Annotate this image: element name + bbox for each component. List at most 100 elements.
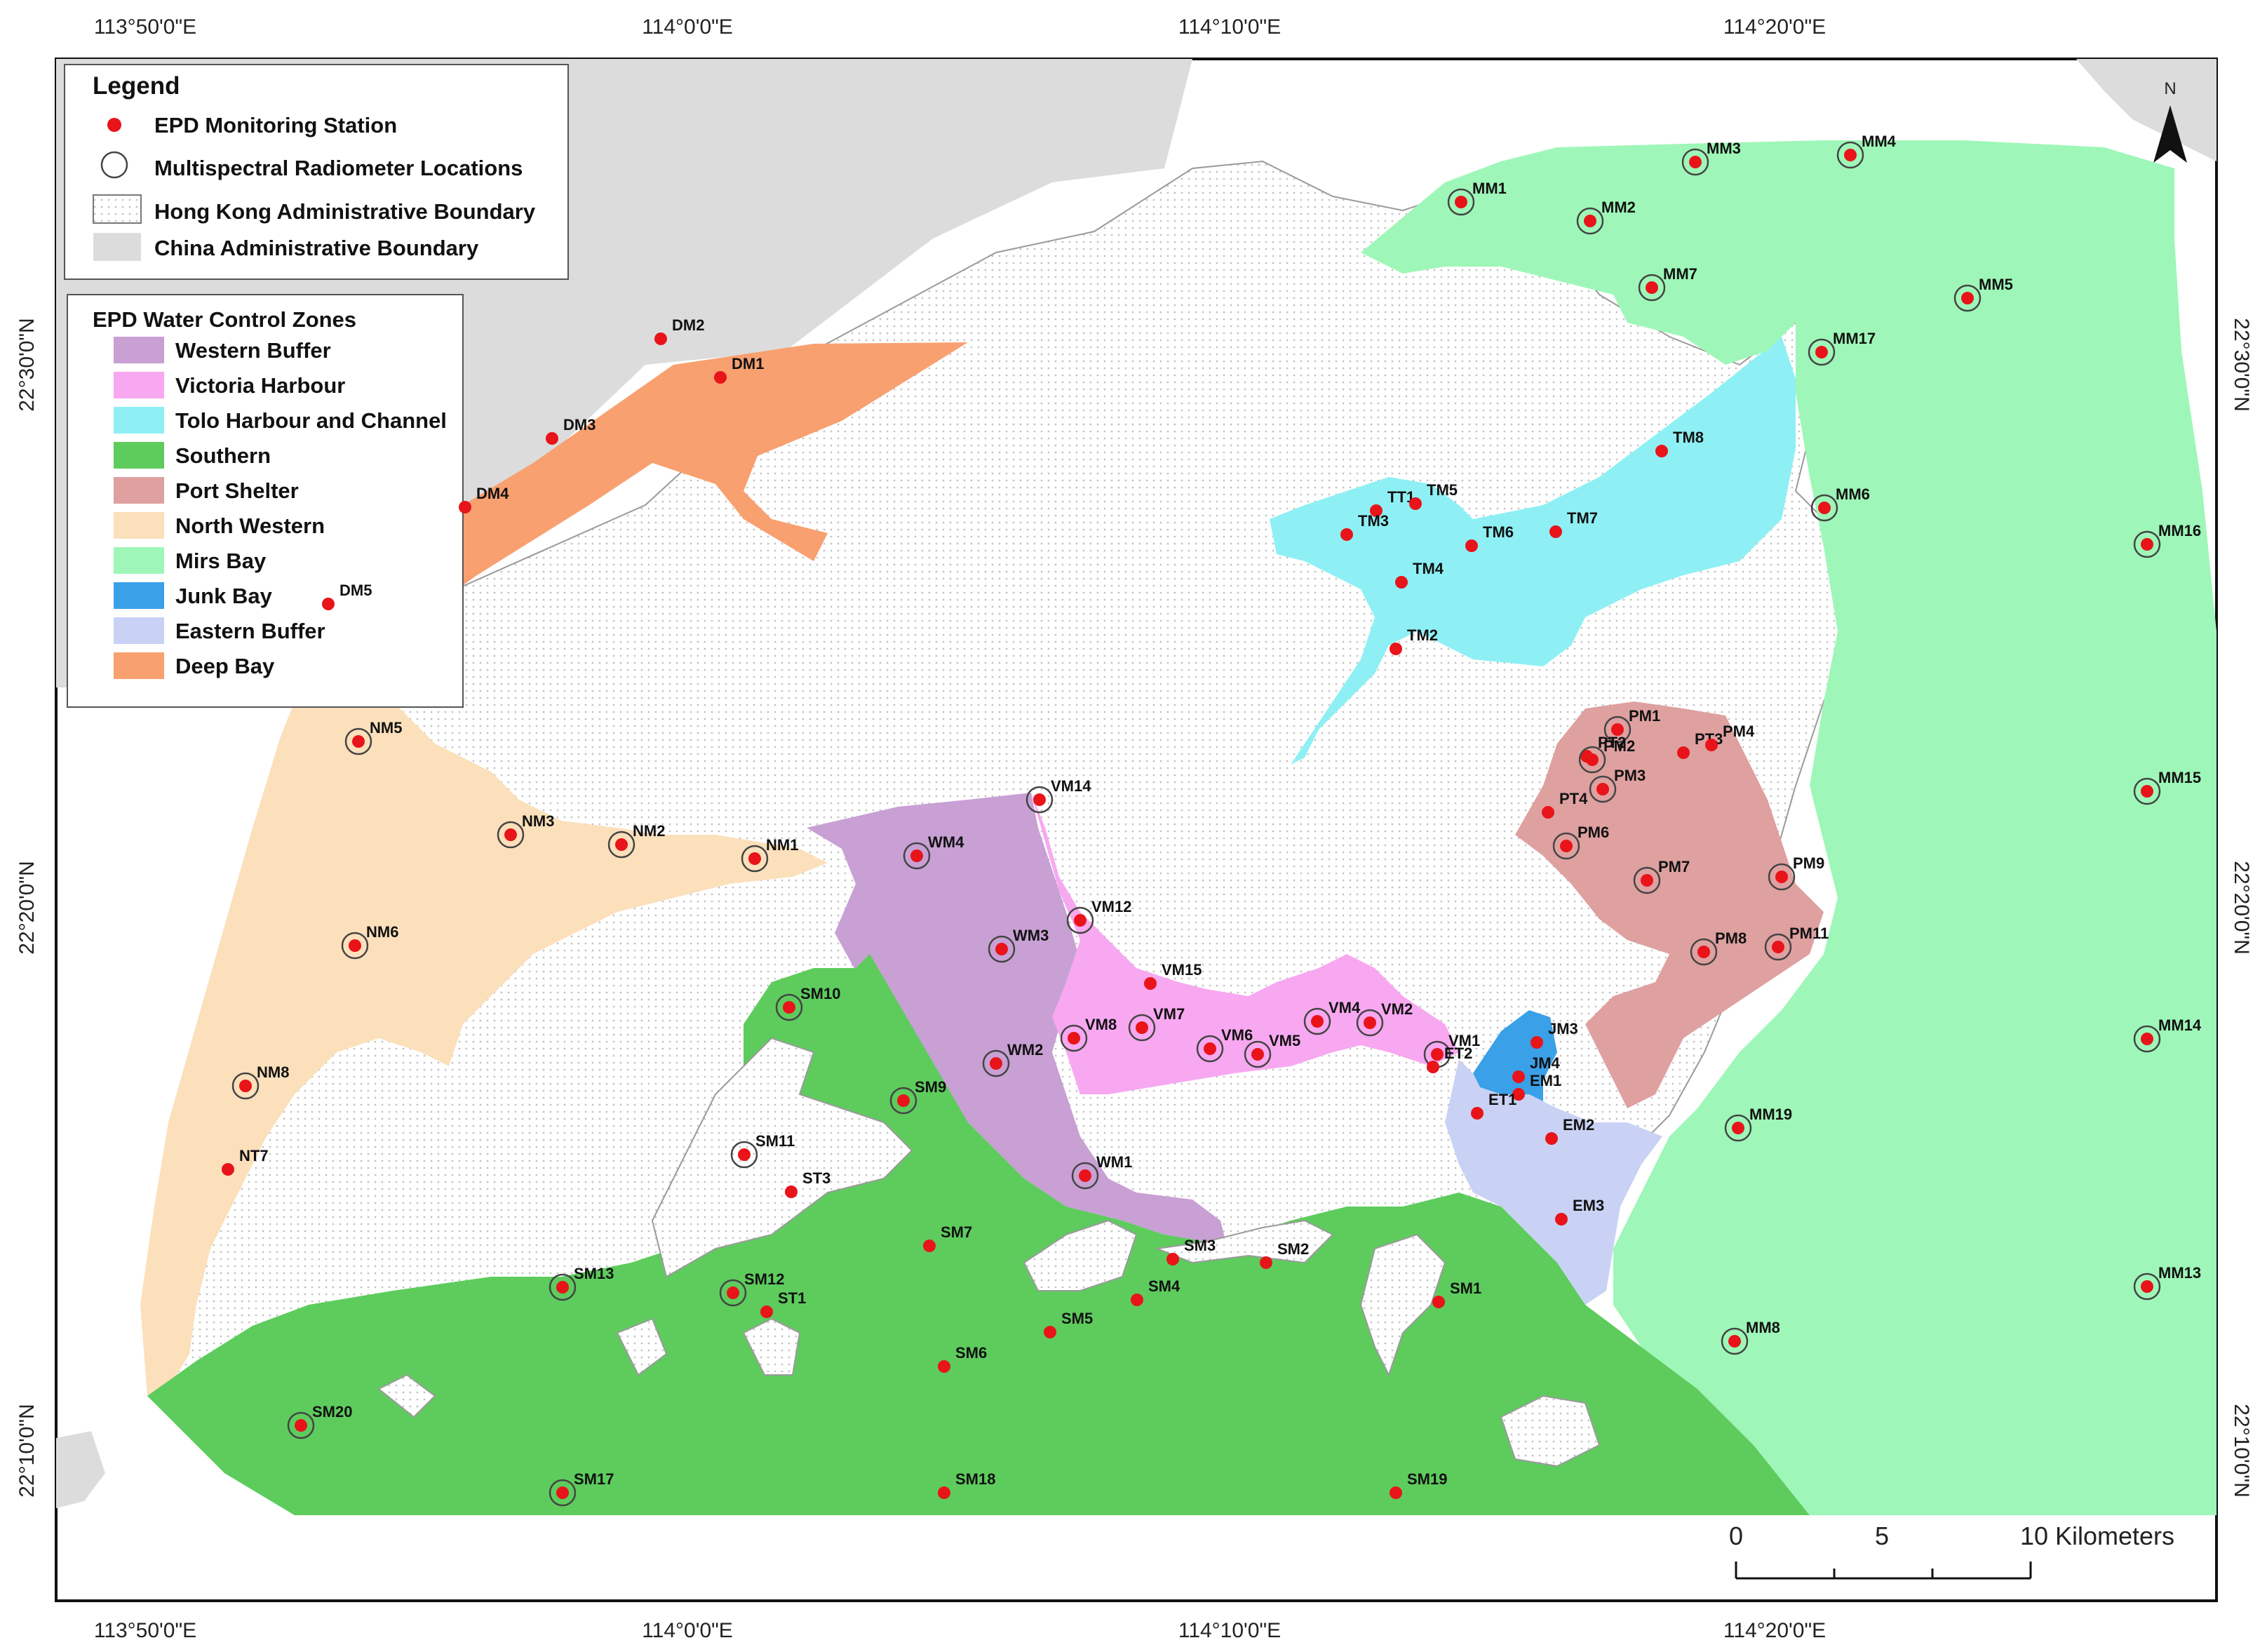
zone-mirs-bay [1361, 140, 2216, 1515]
radiometer-ring-icon [1836, 141, 1864, 169]
station-wm1: WM1 [1071, 1153, 1132, 1190]
station-dot-icon [1033, 793, 1046, 806]
station-dot-icon [1512, 1088, 1525, 1101]
radiometer-ring-icon [231, 1072, 260, 1100]
station-label: SM18 [955, 1470, 995, 1488]
legend: Legend EPD Monitoring Station Multispect… [64, 64, 569, 280]
radiometer-ring-icon [2133, 777, 2161, 805]
station-nt7: NT7 [222, 1147, 269, 1176]
station-pm8: PM8 [1690, 929, 1747, 966]
station-dot-icon [322, 598, 335, 610]
station-sm5: SM5 [1044, 1310, 1093, 1338]
station-tm6: TM6 [1465, 523, 1514, 552]
radiometer-ring-icon [1578, 746, 1606, 774]
radiometer-ring-icon [719, 1279, 747, 1307]
station-label: JM3 [1548, 1020, 1578, 1037]
zone-legend-label: Junk Bay [175, 584, 273, 608]
radiometer-ring-icon [2133, 1272, 2161, 1301]
station-vm15: VM15 [1144, 961, 1202, 990]
radiometer-ring-icon [1244, 1040, 1272, 1068]
station-sm10: SM10 [775, 985, 840, 1021]
station-dot-icon [1531, 1036, 1543, 1049]
radiometer-ring-icon [549, 1479, 577, 1507]
station-mm2: MM2 [1576, 199, 1636, 235]
station-label: SM10 [800, 985, 840, 1002]
station-dot-icon [1364, 1016, 1376, 1029]
station-mm14: MM14 [2133, 1016, 2202, 1053]
station-nm2: NM2 [607, 822, 665, 859]
station-label: MM13 [2158, 1264, 2201, 1282]
station-label: VM12 [1091, 898, 1131, 915]
station-dot-icon [748, 852, 761, 865]
station-label: ST3 [802, 1169, 830, 1187]
station-label: WM1 [1096, 1153, 1132, 1171]
station-sm11: SM11 [730, 1132, 795, 1169]
radiometer-ring-icon [1681, 148, 1709, 176]
radiometer-ring-icon [287, 1411, 315, 1439]
zone-swatch [114, 372, 164, 398]
station-label: WM4 [928, 833, 964, 851]
station-label: VM1 [1448, 1032, 1480, 1049]
station-dot-icon [1432, 1296, 1445, 1308]
station-sm1: SM1 [1432, 1280, 1481, 1308]
zone-swatch [114, 477, 164, 504]
station-pt4: PT4 [1542, 790, 1588, 819]
station-dot-icon [295, 1419, 307, 1432]
station-mm17: MM17 [1808, 330, 1876, 366]
station-label: EM1 [1530, 1072, 1561, 1089]
zone-legend-label: Southern [175, 443, 271, 468]
radiometer-ring-icon [988, 935, 1016, 963]
station-wm4: WM4 [903, 833, 964, 870]
station-dot-icon [1655, 445, 1668, 457]
radiometer-ring-icon [549, 1273, 577, 1301]
station-label: VM5 [1269, 1032, 1300, 1049]
legend-item-label: Hong Kong Administrative Boundary [154, 199, 536, 224]
station-label: DM3 [563, 416, 596, 434]
station-dot-icon [1370, 504, 1383, 517]
radiometer-ring-icon [1808, 338, 1836, 366]
station-dot-icon [727, 1287, 739, 1299]
zone-legend-label: North Western [175, 513, 325, 538]
radiometer-ring-icon [344, 727, 372, 756]
graticule-top-label: 114°0'0"E [642, 15, 733, 39]
radiometer-ring-icon [889, 1087, 917, 1115]
station-dot-icon [1772, 941, 1784, 953]
graticule-top-label: 114°10'0"E [1178, 15, 1281, 39]
radiometer-ring-icon [1721, 1327, 1749, 1355]
station-dot-icon [239, 1080, 252, 1092]
station-label: ET1 [1488, 1091, 1516, 1108]
station-nm3: NM3 [497, 812, 554, 849]
station-sm6: SM6 [938, 1344, 987, 1373]
station-dot-icon [349, 939, 361, 952]
station-dot-icon [1697, 946, 1710, 958]
station-pm4: PM4 [1705, 723, 1755, 751]
station-dot-icon [1131, 1294, 1143, 1306]
zones-legend-title: EPD Water Control Zones [93, 307, 356, 332]
station-sm3: SM3 [1166, 1237, 1216, 1265]
zone-swatch [114, 442, 164, 469]
station-dot-icon [1705, 739, 1718, 751]
radiometer-ring-icon [1589, 775, 1617, 803]
station-label: SM19 [1407, 1470, 1447, 1488]
station-label: PM7 [1658, 858, 1690, 875]
station-pm7: PM7 [1633, 858, 1690, 894]
station-label: TM6 [1483, 523, 1514, 541]
graticule-right: 22°30'0"N 22°20'0"N 22°10'0"N [2230, 318, 2253, 1497]
station-label: TM4 [1413, 560, 1444, 577]
station-dot-icon [1311, 1015, 1324, 1028]
station-label: EM3 [1573, 1197, 1604, 1214]
station-label: SM7 [941, 1223, 972, 1241]
station-dot-icon [615, 838, 628, 851]
station-st1: ST1 [760, 1289, 806, 1318]
zone-swatch [114, 582, 164, 609]
station-sm19: SM19 [1390, 1470, 1447, 1499]
ring-icon [100, 151, 128, 179]
station-label: SM20 [312, 1403, 352, 1421]
radiometer-ring-icon [2133, 1025, 2161, 1053]
station-sm2: SM2 [1260, 1240, 1309, 1269]
radiometer-ring-icon [1552, 832, 1580, 860]
station-jm4: JM4 [1512, 1054, 1561, 1083]
radiometer-ring-icon [730, 1141, 758, 1169]
station-dm1: DM1 [714, 355, 764, 384]
station-dot-icon [1136, 1021, 1148, 1034]
